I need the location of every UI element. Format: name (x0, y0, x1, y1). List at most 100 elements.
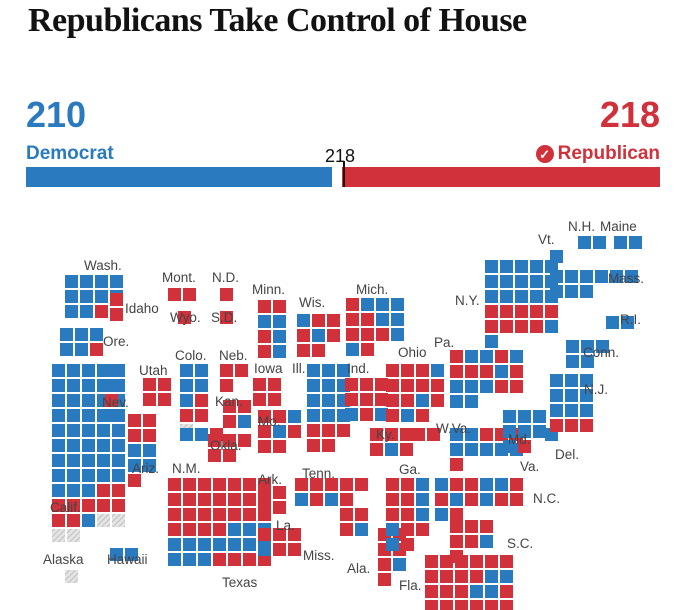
district-tile (450, 458, 463, 471)
district-tile (195, 428, 208, 441)
district-tile (143, 414, 156, 427)
district-tile (500, 555, 513, 568)
district-tile (128, 474, 141, 487)
district-tile (386, 478, 399, 491)
district-tile (435, 508, 448, 521)
district-tile (465, 520, 478, 533)
district-tile (340, 478, 353, 491)
district-tile (52, 499, 65, 512)
district-tile (158, 378, 171, 391)
state-label: N.J. (584, 382, 608, 397)
district-tile (322, 394, 335, 407)
district-tile (52, 484, 65, 497)
district-tile (431, 364, 444, 377)
district-tile (485, 555, 498, 568)
district-tile (243, 553, 256, 566)
district-tile (480, 380, 493, 393)
state-label: Okla. (210, 438, 242, 453)
state-label: Ala. (347, 561, 370, 576)
district-tile (500, 570, 513, 583)
district-tile (450, 350, 463, 363)
district-tile (143, 393, 156, 406)
district-tile (258, 440, 271, 453)
district-tile (97, 484, 110, 497)
district-tile (580, 270, 593, 283)
district-tile (440, 555, 453, 568)
district-tile (258, 425, 271, 438)
state-label: Pa. (434, 335, 454, 350)
district-tile (503, 410, 516, 423)
district-tile (566, 355, 579, 368)
district-tile (67, 499, 80, 512)
district-tile (596, 340, 609, 353)
state-label: Calif. (50, 500, 81, 515)
district-tile (581, 355, 594, 368)
district-tile (500, 585, 513, 598)
district-tile (412, 428, 425, 441)
district-tile (268, 393, 281, 406)
district-tile (258, 543, 271, 556)
district-tile (450, 365, 463, 378)
district-tile (440, 585, 453, 598)
district-tile (431, 394, 444, 407)
district-tile (67, 469, 80, 482)
district-tile (195, 394, 208, 407)
district-tile (325, 478, 338, 491)
district-tile (82, 454, 95, 467)
state-label: Hawaii (107, 552, 148, 567)
district-tile (112, 439, 125, 452)
state-labels: Wash. Mont. N.D. Minn. Wis. Mich. N.Y. Vt. N.H. M… (43, 219, 644, 593)
state-label: Ohio (398, 345, 427, 360)
district-tile (312, 344, 325, 357)
district-tile (545, 305, 558, 318)
district-tile (566, 340, 579, 353)
district-tile (386, 538, 399, 551)
district-tile (465, 365, 478, 378)
district-tile (450, 508, 463, 521)
district-tile (183, 523, 196, 536)
district-tile (143, 378, 156, 391)
district-tile (621, 316, 634, 329)
district-tile (125, 548, 138, 561)
district-tile (322, 409, 335, 422)
district-tile (518, 425, 531, 438)
district-tile (52, 529, 65, 542)
state-label: Nev. (102, 395, 129, 410)
republican-bar (342, 167, 660, 187)
district-tile (565, 419, 578, 432)
district-tile (346, 298, 359, 311)
district-tile (178, 311, 191, 324)
democrat-label: Democrat (26, 143, 114, 164)
district-tile (258, 486, 271, 499)
district-tile (337, 424, 350, 437)
majority-threshold-label: 218 (325, 146, 356, 166)
district-tile (97, 499, 110, 512)
district-tile (168, 493, 181, 506)
district-tile (580, 285, 593, 298)
district-tile (375, 408, 388, 421)
district-tile (515, 290, 528, 303)
district-tile (550, 250, 563, 263)
district-tile (312, 329, 325, 342)
district-tile (198, 478, 211, 491)
district-tile (533, 425, 546, 438)
district-tile (470, 600, 483, 610)
district-tile (52, 439, 65, 452)
district-tile (258, 345, 271, 358)
district-tile (307, 394, 320, 407)
district-tile (105, 409, 118, 422)
state-label: Md. (508, 432, 531, 447)
district-tile (223, 400, 236, 413)
district-tile (110, 548, 123, 561)
district-tile (427, 428, 440, 441)
district-tile (95, 290, 108, 303)
district-tile (465, 350, 478, 363)
district-tiles (52, 236, 642, 610)
district-tile (228, 553, 241, 566)
district-tile (503, 425, 516, 438)
district-tile (307, 424, 320, 437)
district-tile (565, 285, 578, 298)
district-tile (425, 600, 438, 610)
district-tile (480, 365, 493, 378)
district-tile (391, 298, 404, 311)
